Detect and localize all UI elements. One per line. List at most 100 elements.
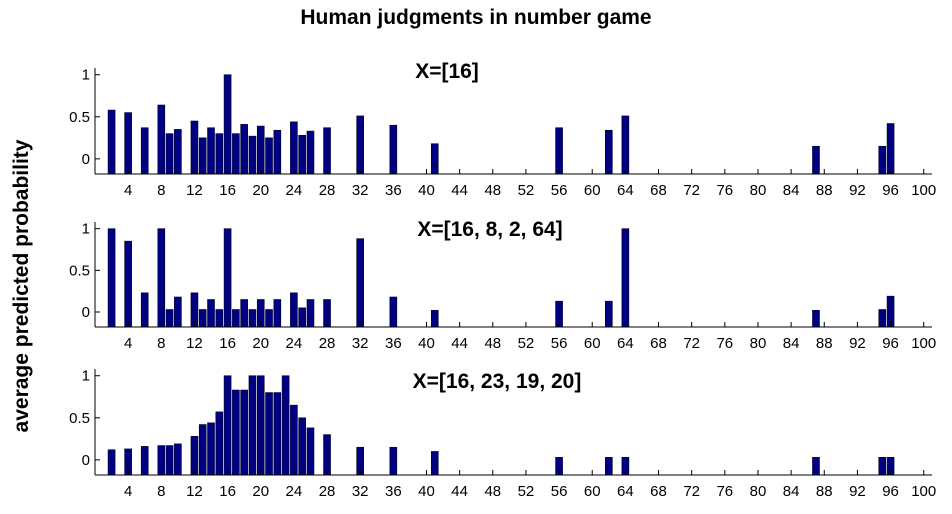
figure-title: Human judgments in number game (300, 6, 652, 29)
chart-panel-2: 00.514 8 12 16 20 24 28 32 36 40 44 48 52 56 60 64 68 72 7… (69, 218, 936, 352)
bar-x-26 (306, 427, 315, 476)
bar-x-18 (240, 299, 248, 328)
bar-x-16 (223, 228, 232, 328)
y-tick-label: 0.5 (69, 262, 90, 279)
bar-x-87 (812, 310, 820, 328)
x-tick-label: 44 (451, 483, 468, 500)
bar-x-64 (621, 228, 630, 328)
x-tick-label: 36 (385, 483, 402, 500)
bar-x-2 (107, 109, 116, 175)
bar-x-41 (430, 310, 439, 328)
bar-x-95 (878, 145, 887, 175)
bar-x-20 (256, 375, 265, 476)
x-tick-label: 12 (186, 483, 203, 500)
bar-x-22 (273, 129, 282, 175)
x-tick-label: 8 (157, 335, 165, 352)
bar-x-14 (207, 127, 215, 175)
bar-x-21 (265, 309, 273, 328)
x-tick-label: 4 (124, 483, 132, 500)
bar-x-17 (232, 389, 240, 476)
x-tick-label: 28 (319, 335, 336, 352)
x-tick-label: 76 (716, 483, 733, 500)
y-tick-label: 1 (82, 368, 90, 385)
bar-x-13 (198, 424, 207, 476)
bar-x-19 (248, 135, 257, 175)
x-tick-label: 100 (911, 182, 936, 199)
x-tick-label: 12 (186, 335, 203, 352)
bar-x-4 (124, 240, 132, 328)
x-tick-label: 60 (584, 182, 601, 199)
x-tick-label: 100 (911, 483, 936, 500)
bar-x-17 (232, 133, 240, 175)
bar-x-22 (273, 392, 282, 476)
bar-x-41 (430, 451, 439, 476)
x-tick-label: 100 (911, 335, 936, 352)
x-tick-label: 60 (584, 483, 601, 500)
bar-x-87 (812, 457, 820, 476)
x-tick-label: 40 (418, 335, 435, 352)
x-tick-label: 48 (484, 335, 501, 352)
bar-x-16 (223, 375, 232, 476)
x-tick-label: 72 (683, 182, 700, 199)
x-tick-label: 96 (882, 483, 899, 500)
x-tick-label: 16 (219, 483, 236, 500)
bar-x-12 (190, 435, 199, 476)
chart-panel-1: 00.514 8 12 16 20 24 28 32 36 40 44 48 52 56 60 64 68 72 7… (69, 60, 936, 199)
x-tick-label: 80 (750, 182, 767, 199)
bar-x-32 (356, 238, 364, 328)
bar-x-23 (281, 375, 290, 476)
x-tick-label: 52 (518, 335, 535, 352)
bar-x-62 (604, 129, 613, 175)
bar-x-21 (265, 392, 273, 476)
bar-x-95 (878, 457, 887, 476)
x-tick-label: 52 (518, 483, 535, 500)
x-tick-label: 48 (484, 483, 501, 500)
x-tick-label: 64 (617, 335, 634, 352)
y-tick-label: 0 (82, 151, 90, 168)
bar-x-8 (157, 228, 166, 328)
bar-x-12 (190, 292, 199, 328)
y-tick-label: 0 (82, 304, 90, 321)
bar-x-19 (248, 375, 257, 476)
bar-x-8 (157, 104, 166, 175)
bar-x-25 (298, 417, 306, 476)
x-tick-label: 32 (352, 335, 369, 352)
x-tick-label: 92 (849, 483, 866, 500)
x-tick-label: 84 (783, 182, 800, 199)
bar-x-25 (298, 135, 306, 175)
x-tick-label: 72 (683, 335, 700, 352)
y-tick-label: 0 (82, 452, 90, 469)
bar-x-28 (323, 127, 331, 175)
x-tick-label: 36 (385, 182, 402, 199)
bar-x-36 (389, 124, 398, 175)
y-tick-label: 0.5 (69, 109, 90, 126)
bar-x-9 (165, 445, 174, 476)
bar-x-24 (290, 404, 298, 476)
x-tick-label: 52 (518, 182, 535, 199)
x-tick-label: 40 (418, 483, 435, 500)
bar-x-25 (298, 307, 306, 328)
x-tick-label: 16 (219, 335, 236, 352)
chart-panel-3: 00.514 8 12 16 20 24 28 32 36 40 44 48 52 56 60 64 68 72 7… (69, 368, 936, 500)
x-tick-label: 68 (650, 335, 667, 352)
x-tick-label: 64 (617, 483, 634, 500)
y-tick-label: 1 (82, 67, 90, 84)
bar-x-62 (604, 457, 613, 476)
bar-x-95 (878, 309, 887, 328)
bar-x-10 (174, 296, 182, 328)
bar-x-26 (306, 130, 315, 175)
x-tick-label: 8 (157, 182, 165, 199)
bar-x-14 (207, 299, 215, 328)
bar-x-41 (430, 143, 439, 175)
bar-x-10 (174, 443, 182, 476)
x-tick-label: 32 (352, 483, 369, 500)
x-tick-label: 92 (849, 335, 866, 352)
bar-x-22 (273, 299, 282, 328)
x-tick-label: 8 (157, 483, 165, 500)
x-tick-label: 20 (252, 335, 269, 352)
x-tick-label: 72 (683, 483, 700, 500)
bar-x-15 (215, 133, 224, 175)
x-tick-label: 68 (650, 182, 667, 199)
bar-x-12 (190, 120, 199, 175)
